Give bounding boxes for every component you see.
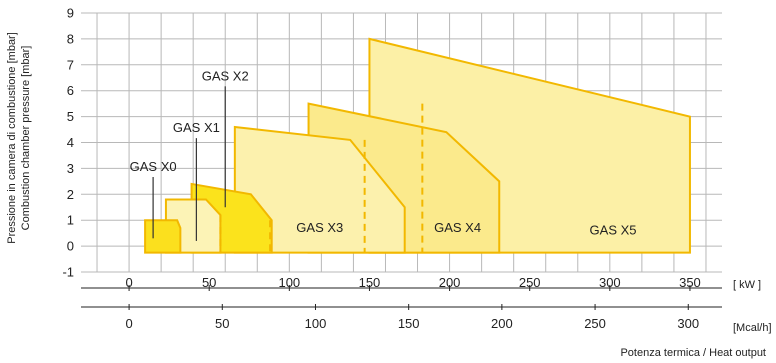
label-gas-x4: GAS X4 (434, 220, 481, 235)
kw-tick-label: 50 (202, 275, 216, 290)
kw-unit-label: [ kW ] (733, 279, 761, 291)
y-tick-label: 0 (67, 239, 74, 254)
y-axis-title-line-2: Combustion chamber pressure [mbar] (20, 46, 32, 231)
y-tick-label: 6 (67, 83, 74, 98)
mcal-unit-label: [Mcal/h] (733, 322, 772, 334)
x-axis-title: Potenza termica / Heat output (620, 347, 766, 359)
mcal-axis: [Mcal/h] 0 50 100 150 200 250 300 (81, 304, 772, 334)
kw-tick-label: 350 (679, 275, 701, 290)
mcal-tick-label: 0 (125, 316, 132, 331)
y-tick-label: 3 (67, 161, 74, 176)
label-leaders (152, 86, 226, 241)
label-gas-x3: GAS X3 (296, 220, 343, 235)
kw-tick-label: 200 (439, 275, 461, 290)
y-tick-label: 9 (67, 6, 74, 21)
kw-tick-label: 100 (278, 275, 300, 290)
y-axis-title: Pressione in camera di combustione [mbar… (6, 32, 32, 244)
mcal-tick-label: 250 (584, 316, 606, 331)
mcal-tick-label: 100 (305, 316, 327, 331)
mcal-tick-label: 150 (398, 316, 420, 331)
label-gas-x2: GAS X2 (202, 68, 249, 83)
kw-tick-label: 0 (125, 275, 132, 290)
y-tick-label: 2 (67, 187, 74, 202)
label-gas-x1: GAS X1 (173, 120, 220, 135)
label-gas-x5: GAS X5 (590, 222, 637, 237)
mcal-tick-label: 200 (491, 316, 513, 331)
kw-tick-label: 300 (599, 275, 621, 290)
y-tick-label: 5 (67, 109, 74, 124)
series-labels: GAS X0 GAS X1 GAS X2 GAS X3 GAS X4 GAS X5 (130, 68, 637, 237)
kw-tick-label: 150 (359, 275, 381, 290)
area-gas-x0 (144, 219, 182, 254)
y-axis-title-line-1: Pressione in camera di combustione [mbar… (6, 32, 18, 244)
kw-axis: [ kW ] 0 50 100 150 200 250 300 350 (81, 275, 761, 291)
y-tick-label: 8 (67, 31, 74, 46)
y-tick-label: -1 (62, 265, 74, 280)
kw-tick-label: 250 (519, 275, 541, 290)
y-tick-label: 4 (67, 135, 74, 150)
y-tick-label: 1 (67, 213, 74, 228)
dashed-markers (219, 103, 424, 253)
y-axis: -1 0 1 2 3 4 5 6 7 8 9 (62, 6, 74, 280)
mcal-tick-label: 50 (215, 316, 229, 331)
mcal-tick-label: 300 (677, 316, 699, 331)
label-gas-x0: GAS X0 (130, 159, 177, 174)
working-areas (144, 37, 691, 254)
y-tick-label: 7 (67, 57, 74, 72)
